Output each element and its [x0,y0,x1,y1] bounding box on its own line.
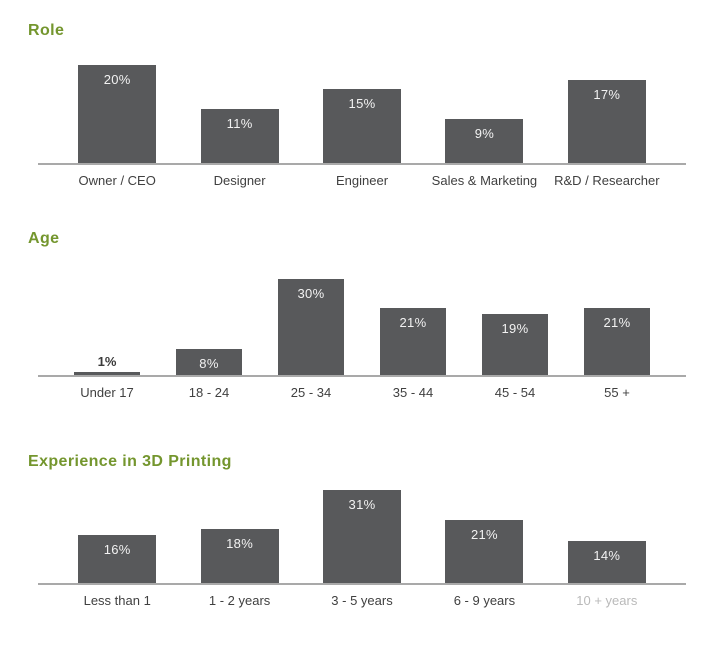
category-label-1-2-years: 1 - 2 years [208,593,271,608]
bar-group-less-than-1: 16% [56,490,178,583]
category-label-55: 55 + [604,385,630,400]
category-label-10-years: 10 + years [576,593,638,608]
bar-group-under-17: 1% [56,279,158,375]
plot-area: 16% 18% 31% 21% 14% [38,490,686,583]
category-label-under-17: Under 17 [80,385,134,400]
plot-area: 1% 8% 30% 21% 19% 21% [38,279,686,375]
bar-value-label: 19% [501,321,529,336]
category-label-designer: Designer [213,173,266,188]
bar: 8% [176,349,242,375]
category-label-sales-marketing: Sales & Marketing [431,173,538,188]
category-label-3-5-years: 3 - 5 years [331,593,393,608]
bar [74,372,140,375]
category-labels-row: Under 17 18 - 24 25 - 34 35 - 44 45 - 54 55 + [38,385,686,400]
bar: 30% [278,279,344,375]
survey-demographics-page: Role 20% 11% 15% 9% 17% Owner / CEO Designer Eng… [0,22,711,664]
bar: 17% [567,80,646,163]
bar: 14% [567,541,646,583]
plot-area: 20% 11% 15% 9% 17% [38,65,686,163]
bar-value-label: 17% [593,87,621,102]
bar-group-55: 21% [566,279,668,375]
x-axis-line [38,163,686,165]
bar-value-label: 21% [470,527,498,542]
bar-group-18-24: 8% [158,279,260,375]
bar-group-owner-ceo: 20% [56,65,178,163]
bar: 21% [584,308,650,375]
chart-section-experience-in-3d-printing: Experience in 3D Printing 16% 18% 31% 21% 14%… [28,453,686,608]
bar-value-label: 15% [348,96,376,111]
bar-value-label: 16% [103,542,131,557]
bar-group-45-54: 19% [464,279,566,375]
category-label-owner-ceo: Owner / CEO [78,173,156,188]
chart-title: Experience in 3D Printing [28,453,232,470]
category-labels-row: Less than 1 1 - 2 years 3 - 5 years 6 - 9 y… [38,593,686,608]
bar-group-1-2-years: 18% [178,490,300,583]
chart-title: Age [28,230,60,247]
bar: 31% [323,490,402,583]
bar-value-label: 30% [297,286,325,301]
bar-value-label: 21% [399,315,427,330]
bar-value-label: 21% [603,315,631,330]
bar: 19% [482,314,548,375]
bar-group-3-5-years: 31% [301,490,423,583]
bar-value-label: 14% [593,548,621,563]
x-axis-line [38,583,686,585]
bar-group-10-years: 14% [546,490,668,583]
bar: 9% [445,119,524,163]
bar: 21% [380,308,446,375]
bar: 21% [445,520,524,583]
chart-section-role: Role 20% 11% 15% 9% 17% Owner / CEO Designer Eng… [28,22,686,188]
bar-group-25-34: 30% [260,279,362,375]
bar-group-engineer: 15% [301,65,423,163]
bar: 11% [200,109,279,163]
category-label-6-9-years: 6 - 9 years [453,593,516,608]
bar-group-r-d-researcher: 17% [546,65,668,163]
bar-group-designer: 11% [178,65,300,163]
category-label-engineer: Engineer [335,173,389,188]
category-label-less-than-1: Less than 1 [83,593,151,608]
chart-title: Role [28,22,65,39]
chart-section-age: Age 1% 8% 30% 21% 19% 21% Under 17 18 - 24 25 - 3… [28,230,686,400]
bar-group-6-9-years: 21% [423,490,545,583]
bar: 16% [78,535,157,583]
category-label-25-34: 25 - 34 [290,385,332,400]
bar-value-label: 18% [226,536,254,551]
bar-value-label: 8% [199,356,219,371]
bar: 18% [200,529,279,583]
bar-value-label: 9% [474,126,495,141]
category-label-45-54: 45 - 54 [494,385,536,400]
category-label-r-d-researcher: R&D / Researcher [554,173,660,188]
category-label-35-44: 35 - 44 [392,385,434,400]
category-label-18-24: 18 - 24 [188,385,230,400]
bar: 20% [78,65,157,163]
category-labels-row: Owner / CEO Designer Engineer Sales & Marke… [38,173,686,188]
bar-group-35-44: 21% [362,279,464,375]
bar-value-label: 1% [97,354,117,369]
bar-group-sales-marketing: 9% [423,65,545,163]
bar: 15% [323,89,402,163]
x-axis-line [38,375,686,377]
bar-value-label: 11% [226,116,253,131]
bar-value-label: 20% [103,72,131,87]
bar-value-label: 31% [348,497,376,512]
